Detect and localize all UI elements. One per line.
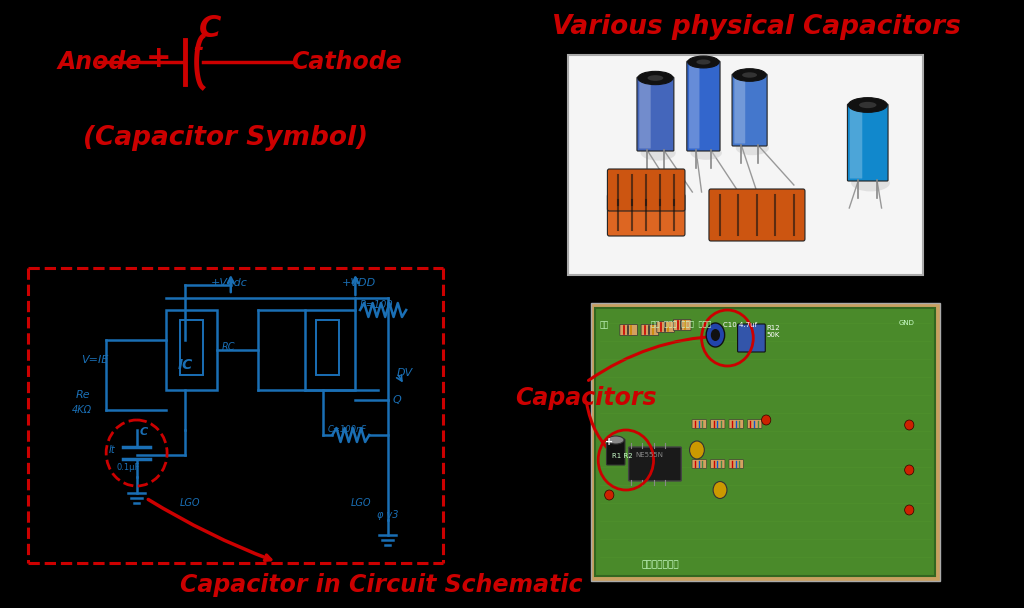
Text: C=100nF: C=100nF <box>328 425 367 434</box>
Ellipse shape <box>735 141 769 155</box>
Ellipse shape <box>742 72 757 78</box>
Ellipse shape <box>713 482 727 499</box>
Text: IC: IC <box>177 358 193 372</box>
FancyBboxPatch shape <box>711 420 725 428</box>
Text: Capacitors: Capacitors <box>515 386 656 410</box>
FancyBboxPatch shape <box>711 460 725 468</box>
FancyBboxPatch shape <box>607 194 685 236</box>
Text: 多路波形发生器: 多路波形发生器 <box>642 560 679 569</box>
FancyBboxPatch shape <box>689 63 699 148</box>
Ellipse shape <box>707 323 725 347</box>
Text: 0.1µF: 0.1µF <box>117 463 139 472</box>
FancyBboxPatch shape <box>639 80 650 148</box>
Text: Q: Q <box>392 395 401 405</box>
Text: 4KΩ: 4KΩ <box>72 405 92 415</box>
FancyBboxPatch shape <box>732 74 767 146</box>
FancyBboxPatch shape <box>641 325 658 336</box>
Ellipse shape <box>762 415 771 425</box>
FancyBboxPatch shape <box>595 308 935 576</box>
Text: It: It <box>109 445 116 455</box>
Ellipse shape <box>690 146 722 160</box>
Text: R12
50K: R12 50K <box>766 325 780 338</box>
FancyBboxPatch shape <box>729 420 743 428</box>
Bar <box>304 310 355 390</box>
Ellipse shape <box>711 329 720 341</box>
Ellipse shape <box>733 69 766 81</box>
Text: +Vvdc: +Vvdc <box>211 278 248 288</box>
Bar <box>180 320 203 375</box>
Bar <box>166 310 217 390</box>
Ellipse shape <box>904 465 913 475</box>
Ellipse shape <box>859 102 877 108</box>
Text: DV: DV <box>397 368 414 378</box>
Ellipse shape <box>848 98 887 112</box>
FancyBboxPatch shape <box>729 460 743 468</box>
Ellipse shape <box>851 174 890 192</box>
Text: NE555N: NE555N <box>635 452 664 458</box>
Text: +: + <box>145 44 171 73</box>
Text: Various physical Capacitors: Various physical Capacitors <box>552 14 961 40</box>
Ellipse shape <box>607 436 624 444</box>
FancyBboxPatch shape <box>606 439 625 465</box>
FancyBboxPatch shape <box>687 61 720 151</box>
Ellipse shape <box>647 75 664 81</box>
FancyBboxPatch shape <box>692 420 707 428</box>
Text: C10 4.7uf: C10 4.7uf <box>723 322 757 328</box>
FancyBboxPatch shape <box>850 106 862 179</box>
Text: GND: GND <box>898 320 914 326</box>
FancyBboxPatch shape <box>629 447 681 481</box>
Ellipse shape <box>689 441 705 459</box>
Text: C: C <box>199 14 221 43</box>
Text: Capacitor in Circuit Schematic: Capacitor in Circuit Schematic <box>180 573 583 597</box>
Text: R=100: R=100 <box>360 300 393 310</box>
Text: V=IE: V=IE <box>81 355 109 365</box>
FancyBboxPatch shape <box>748 420 762 428</box>
Text: φ v3: φ v3 <box>377 510 398 520</box>
FancyBboxPatch shape <box>607 169 685 211</box>
Text: 方波  锯齿波  三角波  正弦波: 方波 锯齿波 三角波 正弦波 <box>651 320 711 326</box>
FancyBboxPatch shape <box>674 319 691 331</box>
Text: Re: Re <box>76 390 90 400</box>
Text: +: + <box>604 437 612 447</box>
Text: 输入: 输入 <box>600 320 609 329</box>
Ellipse shape <box>904 420 913 430</box>
Text: RC: RC <box>221 342 236 352</box>
Ellipse shape <box>688 56 719 68</box>
Ellipse shape <box>641 145 676 161</box>
Ellipse shape <box>604 490 613 500</box>
Text: (Capacitor Symbol): (Capacitor Symbol) <box>83 125 368 151</box>
Text: -: - <box>194 36 204 60</box>
Text: Anode: Anode <box>57 50 141 74</box>
FancyBboxPatch shape <box>848 104 888 181</box>
FancyBboxPatch shape <box>656 322 675 333</box>
FancyBboxPatch shape <box>709 189 805 241</box>
Text: +VDD: +VDD <box>342 278 376 288</box>
Ellipse shape <box>638 71 673 85</box>
Text: LGO: LGO <box>351 498 372 508</box>
Bar <box>315 320 339 375</box>
Text: Cathode: Cathode <box>291 50 401 74</box>
FancyBboxPatch shape <box>737 324 765 352</box>
FancyBboxPatch shape <box>692 460 707 468</box>
Text: R1 R2: R1 R2 <box>612 453 633 459</box>
FancyBboxPatch shape <box>591 303 940 581</box>
Ellipse shape <box>696 60 711 64</box>
FancyBboxPatch shape <box>637 77 674 151</box>
FancyBboxPatch shape <box>620 325 637 336</box>
Ellipse shape <box>904 505 913 515</box>
Text: LGO: LGO <box>180 498 201 508</box>
FancyBboxPatch shape <box>734 77 745 143</box>
Text: C: C <box>139 427 147 437</box>
FancyBboxPatch shape <box>567 55 923 275</box>
